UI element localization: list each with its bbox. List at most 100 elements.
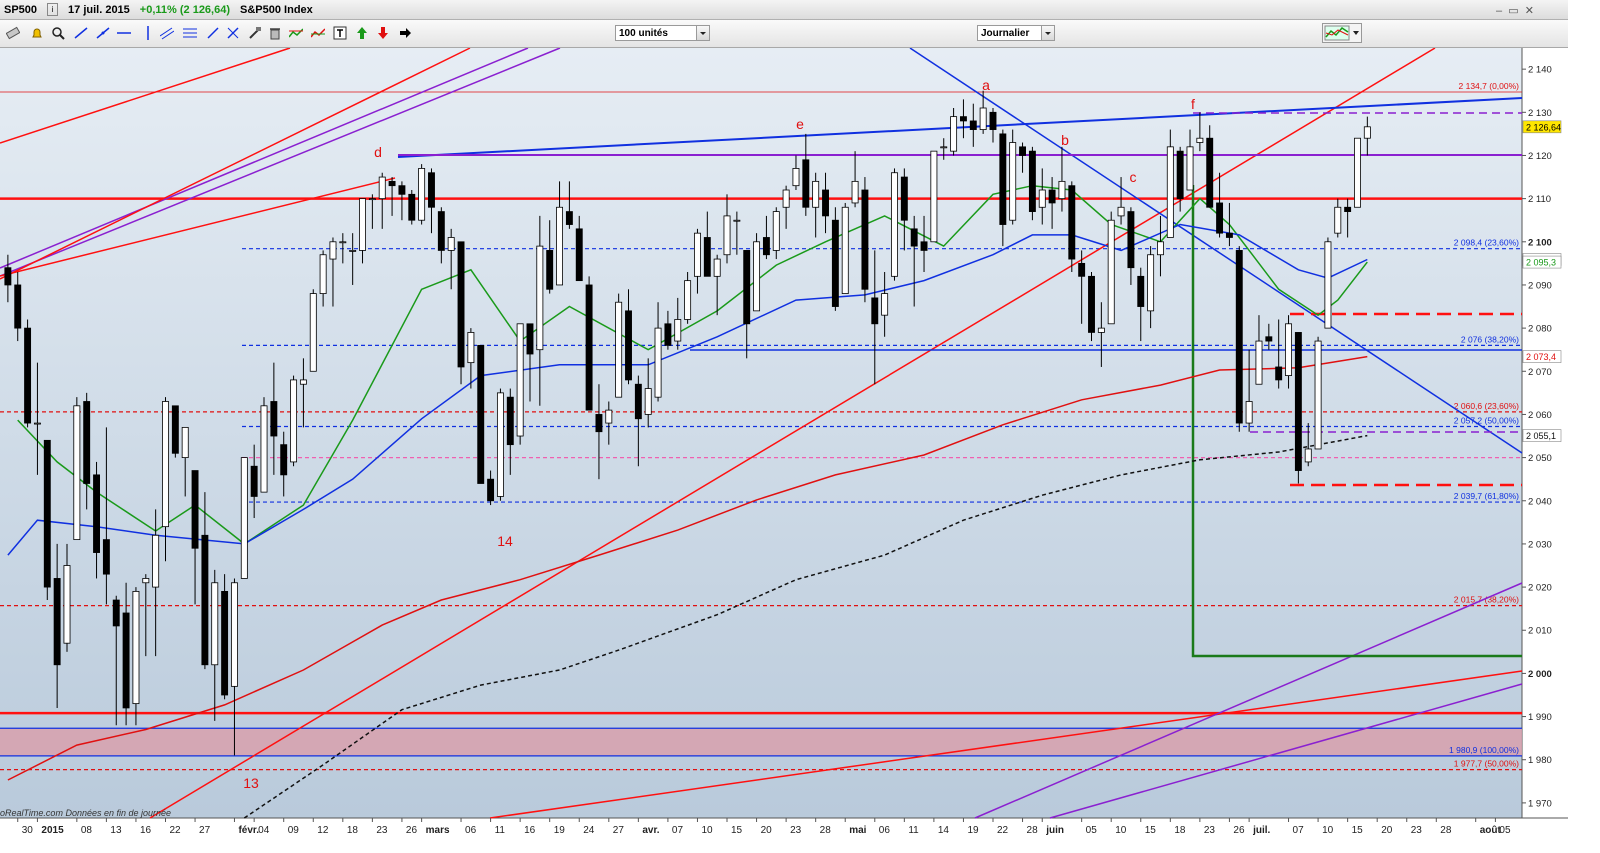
candle-body <box>24 327 32 424</box>
toolbar: 100 unités Journalier <box>0 20 1568 48</box>
text-tool[interactable] <box>333 26 347 40</box>
candle-body <box>496 392 504 497</box>
symbol: SP500 <box>4 3 38 16</box>
title-bar: SP500 i 17 juil. 2015 +0,11% (2 126,64) … <box>0 0 1568 20</box>
buy-arrow-tool[interactable] <box>355 26 369 40</box>
x-tick-label: 05 <box>1499 825 1511 836</box>
ruler-tool[interactable] <box>6 26 20 40</box>
candle-body <box>1275 366 1283 381</box>
y-tick-label: 1 970 <box>1528 798 1552 809</box>
x-tick-label: avr. <box>642 825 659 836</box>
candle-body <box>1028 150 1036 212</box>
indicator-tool[interactable] <box>289 26 303 40</box>
candle-body <box>221 591 229 696</box>
y-tick-label: 2 000 <box>1528 669 1552 680</box>
candle-body <box>1196 137 1204 143</box>
units-select[interactable]: 100 unités <box>615 25 710 41</box>
arrow-tool[interactable] <box>206 26 220 40</box>
candle-body <box>1363 126 1371 139</box>
trendline <box>0 47 561 277</box>
tools-tool[interactable] <box>248 26 262 40</box>
x-tick-label: 10 <box>1322 825 1334 836</box>
candle-body <box>240 457 248 579</box>
candle-body <box>309 293 317 372</box>
candle-body <box>1019 146 1027 156</box>
hline-tool[interactable] <box>117 26 131 40</box>
info-icon[interactable]: i <box>47 3 59 16</box>
x-tick-label: 28 <box>1440 825 1452 836</box>
trendline <box>149 47 1436 819</box>
candle-body <box>142 578 150 584</box>
channel-tool[interactable] <box>160 26 174 40</box>
cross-tool[interactable] <box>226 26 240 40</box>
x-tick-label: août <box>1480 825 1502 836</box>
x-tick-label: 09 <box>288 825 300 836</box>
level-label: 1 977,7 (50,00%) <box>1454 759 1519 769</box>
candle-body <box>506 396 514 446</box>
trendline <box>1049 683 1523 819</box>
moving-average <box>243 434 1368 819</box>
period-select[interactable]: Journalier <box>977 25 1055 41</box>
vline-tool[interactable] <box>141 26 155 40</box>
candle-body <box>457 241 465 368</box>
candle-body <box>605 409 613 424</box>
y-tick-label: 2 060 <box>1528 410 1552 421</box>
x-tick-label: 26 <box>1233 825 1245 836</box>
candle-body <box>1265 336 1273 342</box>
footer-note: oRealTime.com Données en fin de journée <box>0 808 171 818</box>
line-tool[interactable] <box>74 26 88 40</box>
candle-body <box>14 284 22 329</box>
sell-arrow-tool[interactable] <box>376 26 390 40</box>
candle-body <box>378 176 386 200</box>
price-tag-label: 2 073,4 <box>1526 352 1556 362</box>
delete-tool[interactable] <box>268 26 282 40</box>
next-tool[interactable] <box>398 26 412 40</box>
candle-body <box>1324 241 1332 329</box>
indicator-tool[interactable] <box>311 26 325 40</box>
level-label: 2 015,7 (38,20%) <box>1454 595 1519 605</box>
alert-tool[interactable] <box>30 26 44 40</box>
target-box <box>1191 185 1522 658</box>
x-tick-label: 05 <box>1086 825 1098 836</box>
x-tick-label: juil. <box>1252 825 1270 836</box>
quote-change: +0,11% (2 126,64) <box>139 3 231 16</box>
moving-average <box>7 223 1368 556</box>
trendline <box>0 177 396 277</box>
trendline <box>909 47 1523 454</box>
candle-body <box>152 534 160 588</box>
candle-body <box>694 232 701 277</box>
price-zone <box>0 728 1522 756</box>
candle-body <box>959 116 967 122</box>
chart-style-select[interactable] <box>1322 23 1362 43</box>
zoom-tool[interactable] <box>51 26 65 40</box>
line-tool[interactable] <box>96 26 110 40</box>
candle-body <box>191 470 199 549</box>
candle-body <box>861 189 869 290</box>
candle-body <box>625 310 632 381</box>
candle-body <box>1157 241 1164 256</box>
price-tag <box>1522 255 1562 269</box>
x-tick-label: 23 <box>1411 825 1423 836</box>
x-tick-label: 18 <box>1174 825 1186 836</box>
candle-body <box>1216 202 1224 234</box>
candle-body <box>1137 275 1145 307</box>
x-tick-label: 19 <box>967 825 979 836</box>
candle-body <box>1097 327 1105 333</box>
candle-body <box>733 219 741 222</box>
x-tick-label: 18 <box>347 825 359 836</box>
window-controls[interactable]: – ▭ ✕ <box>1496 5 1534 17</box>
trendline <box>974 582 1523 819</box>
candle-body <box>644 388 652 415</box>
candle-body <box>822 189 829 217</box>
candle-body <box>250 465 258 497</box>
y-tick-label: 2 110 <box>1528 194 1551 205</box>
candle-body <box>280 444 288 476</box>
candle-body <box>950 116 958 152</box>
candle-body <box>743 250 751 325</box>
candle-body <box>1314 340 1322 450</box>
level-label: 2 057,2 (50,00%) <box>1454 416 1519 426</box>
x-tick-label: 14 <box>938 825 950 836</box>
fib-tool[interactable] <box>183 26 197 40</box>
candle-body <box>33 422 41 425</box>
